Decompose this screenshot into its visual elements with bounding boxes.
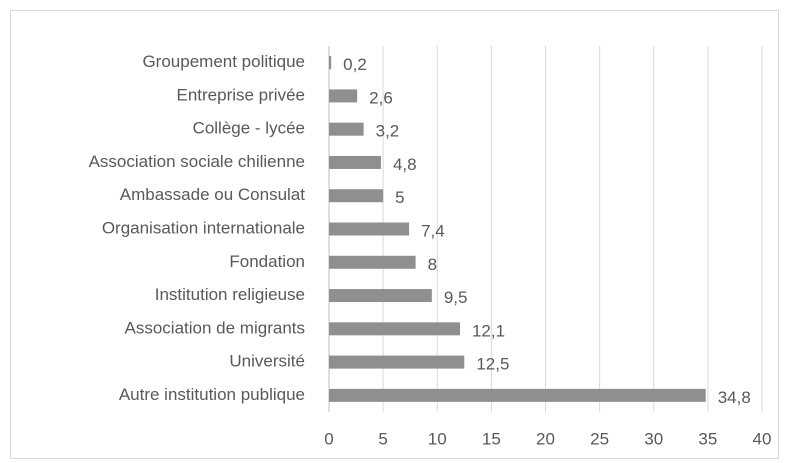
y-tick-label: Groupement politique [142,52,305,71]
y-tick-label: Autre institution publique [119,385,305,404]
x-tick-label: 30 [644,429,663,448]
x-tick-label: 0 [324,429,333,448]
y-tick-label: Institution religieuse [155,285,305,304]
bar [329,355,465,369]
y-tick-label: Université [229,352,305,371]
x-tick-label: 20 [536,429,555,448]
bar [329,122,364,136]
x-tick-label: 25 [590,429,609,448]
bar [329,89,358,103]
y-tick-label: Ambassade ou Consulat [120,185,306,204]
y-tick-label: Association sociale chilienne [89,152,305,171]
bar [329,289,432,303]
y-tick-label: Fondation [229,252,305,271]
data-label: 3,2 [376,122,400,141]
data-label: 12,1 [472,321,505,340]
y-tick-label: Collège - lycée [193,119,305,138]
data-label: 12,5 [476,355,509,374]
bar [329,222,410,236]
x-tick-label: 5 [378,429,387,448]
chart-border [10,10,779,459]
bar [329,189,384,203]
bar [329,388,706,402]
y-tick-label: Association de migrants [125,318,305,337]
y-tick-label: Organisation internationale [102,218,305,237]
data-label: 0,2 [343,55,367,74]
data-label: 2,6 [369,88,393,107]
data-label: 8 [428,255,437,274]
bar [329,322,460,336]
data-label: 5 [395,188,404,207]
x-tick-label: 35 [698,429,717,448]
data-label: 7,4 [421,221,445,240]
y-tick-label: Entreprise privée [176,85,305,104]
bar [329,255,416,269]
bar [329,56,332,70]
x-tick-label: 40 [753,429,772,448]
data-label: 4,8 [393,155,417,174]
x-tick-label: 10 [428,429,447,448]
data-label: 34,8 [718,388,751,407]
data-label: 9,5 [444,288,468,307]
x-tick-label: 15 [482,429,501,448]
bar [329,155,381,169]
